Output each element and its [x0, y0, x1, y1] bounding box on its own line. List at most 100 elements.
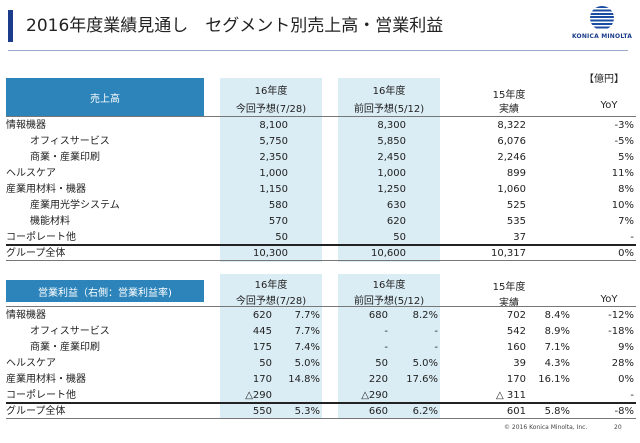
op-yoy-value: -18% — [608, 326, 634, 337]
row-label: 情報機器 — [6, 310, 46, 321]
sales-yoy-value: 11% — [611, 168, 634, 179]
table-row: グループ全体 550 5.3% 660 6.2% 601 5.8% -8% — [6, 403, 636, 420]
sales-previous-value: 8,300 — [377, 120, 406, 131]
row-label: 機能材料 — [30, 216, 70, 227]
op-yoy-value: - — [630, 390, 634, 401]
op-col-current-top: 16年度 — [254, 280, 288, 291]
op-previous-margin: - — [434, 342, 438, 353]
op-previous-value: - — [384, 326, 388, 337]
sales-yoy-value: -3% — [614, 120, 634, 131]
op-yoy-value: -8% — [614, 406, 634, 417]
op-yoy-value: 9% — [618, 342, 634, 353]
sales-fy15-value: 10,317 — [491, 248, 526, 259]
op-table: 営業利益（右側：営業利益率) 16年度 今回予想(7/28) 16年度 前回予想… — [6, 274, 636, 420]
konica-minolta-logo: KONICA MINOLTA — [570, 6, 634, 48]
op-current-margin: 14.8% — [288, 374, 320, 385]
table-row: 商業・産業印刷 2,350 2,450 2,246 5% — [6, 149, 636, 166]
sales-current-column-shade — [220, 78, 322, 262]
sales-previous-value: 10,600 — [371, 248, 406, 259]
row-label: コーポレート他 — [6, 390, 76, 401]
op-previous-value: 660 — [368, 406, 388, 417]
table-row: ヘルスケア 1,000 1,000 899 11% — [6, 165, 636, 182]
op-fy15-value: 601 — [506, 406, 526, 417]
page-number: 20 — [614, 424, 622, 431]
sales-previous-value: 1,000 — [377, 168, 406, 179]
sales-previous-value: 620 — [386, 216, 406, 227]
row-label: 産業用材料・機器 — [6, 374, 86, 385]
sales-current-value: 2,350 — [259, 152, 288, 163]
sales-fy15-value: 899 — [506, 168, 526, 179]
op-previous-margin: 17.6% — [406, 374, 438, 385]
sales-fy15-value: 1,060 — [497, 184, 526, 195]
table-row: ヘルスケア 50 5.0% 50 5.0% 39 4.3% 28% — [6, 355, 636, 372]
table-row: コーポレート他 50 50 37 - — [6, 229, 636, 246]
sales-fy15-value: 535 — [506, 216, 526, 227]
op-fy15-value: 39 — [513, 358, 526, 369]
title-divider — [8, 50, 628, 51]
sales-fy15-value: 2,246 — [497, 152, 526, 163]
sales-previous-value: 5,850 — [377, 136, 406, 147]
sales-yoy-value: 8% — [618, 184, 634, 195]
op-current-column-shade — [220, 274, 322, 418]
row-label: ヘルスケア — [6, 358, 56, 369]
sales-fy15-value: 525 — [506, 200, 526, 211]
table-row: 産業用材料・機器 170 14.8% 220 17.6% 170 16.1% 0% — [6, 371, 636, 388]
op-fy15-value: △ 311 — [496, 390, 526, 401]
op-bottom-rule — [6, 418, 636, 419]
unit-label: 【億円】 — [584, 74, 624, 85]
row-label: 情報機器 — [6, 120, 46, 131]
globe-logo-icon — [590, 6, 614, 30]
op-col-current-bottom: 今回予想(7/28) — [235, 296, 307, 307]
copyright: © 2016 Konica Minolta, Inc. — [504, 424, 588, 431]
op-col-previous-bottom: 前回予想(5/12) — [353, 296, 425, 307]
sales-yoy-value: 5% — [618, 152, 634, 163]
sales-yoy-value: 7% — [618, 216, 634, 227]
sales-current-value: 570 — [268, 216, 288, 227]
op-fy15-value: 702 — [506, 310, 526, 321]
row-label: 商業・産業印刷 — [30, 342, 100, 353]
table-row: オフィスサービス 445 7.7% - - 542 8.9% -18% — [6, 323, 636, 340]
op-col-fy15-top: 15年度 — [492, 282, 526, 293]
sales-previous-value: 1,250 — [377, 184, 406, 195]
op-fy15-margin: 5.8% — [544, 406, 570, 417]
sales-previous-value: 2,450 — [377, 152, 406, 163]
op-fy15-value: 170 — [506, 374, 526, 385]
op-header-divider — [6, 306, 636, 307]
op-current-margin: 7.7% — [294, 310, 320, 321]
op-previous-value: 220 — [368, 374, 388, 385]
sales-current-value: 580 — [268, 200, 288, 211]
sales-yoy-value: 0% — [618, 248, 634, 259]
op-fy15-margin: 4.3% — [544, 358, 570, 369]
op-yoy-value: -12% — [608, 310, 634, 321]
page-title: 2016年度業績見通し セグメント別売上高・営業利益 — [26, 16, 444, 36]
sales-col-current-top: 16年度 — [254, 86, 288, 97]
sales-total-rule — [6, 244, 636, 246]
sales-header-text: 売上高 — [90, 93, 120, 105]
sales-table: 売上高 16年度 今回予想(7/28) 16年度 前回予想(5/12) 15年度… — [6, 74, 636, 262]
sales-fy15-value: 8,322 — [497, 120, 526, 131]
table-row: 情報機器 620 7.7% 680 8.2% 702 8.4% -12% — [6, 307, 636, 324]
row-label: グループ全体 — [6, 406, 66, 417]
op-fy15-value: 160 — [506, 342, 526, 353]
table-row: 情報機器 8,100 8,300 8,322 -3% — [6, 117, 636, 134]
sales-bottom-rule — [6, 260, 636, 261]
op-current-value: 170 — [252, 374, 272, 385]
table-row: 商業・産業印刷 175 7.4% - - 160 7.1% 9% — [6, 339, 636, 356]
row-label: オフィスサービス — [30, 326, 110, 337]
op-col-fy15-bottom: 実績 — [499, 298, 519, 309]
op-fy15-margin: 8.9% — [544, 326, 570, 337]
sales-previous-value: 630 — [386, 200, 406, 211]
op-previous-value: 680 — [368, 310, 388, 321]
op-fy15-value: 542 — [506, 326, 526, 337]
title-bar: 2016年度業績見通し セグメント別売上高・営業利益 — [0, 0, 640, 56]
sales-yoy-value: 10% — [611, 200, 634, 211]
row-label: 商業・産業印刷 — [30, 152, 100, 163]
op-current-margin: 7.7% — [294, 326, 320, 337]
row-label: ヘルスケア — [6, 168, 56, 179]
sales-current-value: 10,300 — [253, 248, 288, 259]
op-header-text: 営業利益（右側：営業利益率) — [38, 287, 172, 299]
table-row: 産業用材料・機器 1,150 1,250 1,060 8% — [6, 181, 636, 198]
sales-yoy-value: - — [630, 232, 634, 243]
op-fy15-margin: 8.4% — [544, 310, 570, 321]
op-previous-margin: 5.0% — [412, 358, 438, 369]
